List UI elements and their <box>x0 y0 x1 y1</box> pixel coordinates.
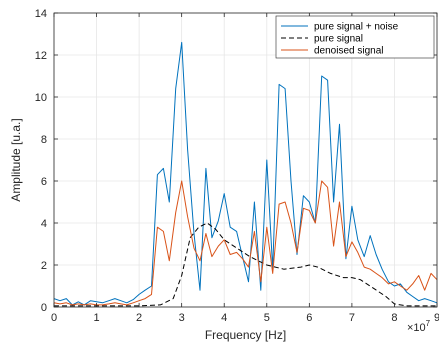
legend-box <box>275 15 435 59</box>
y-tick-label: 14 <box>35 8 47 20</box>
x-tick-label: 5 <box>264 312 270 324</box>
x-tick-label: 8 <box>391 312 397 324</box>
y-tick-label: 2 <box>41 260 47 272</box>
y-tick-label: 0 <box>41 302 47 314</box>
legend-label-2: denoised signal <box>314 46 384 57</box>
x-axis-exponent: ×107 <box>407 319 431 334</box>
y-tick-label: 12 <box>35 50 47 62</box>
x-tick-label: 7 <box>349 312 355 324</box>
series-line-1 <box>54 222 437 307</box>
x-tick-label: 2 <box>136 312 142 324</box>
series-line-2 <box>53 180 438 306</box>
x-tick-label: 1 <box>93 312 99 324</box>
x-tick-label: 0 <box>51 312 57 324</box>
x-tick-label: 9 <box>434 312 439 324</box>
axes-box <box>53 12 438 308</box>
x-axis-exponent-base: ×10 <box>407 322 426 334</box>
x-tick-label: 3 <box>179 312 185 324</box>
plot-area <box>54 13 437 307</box>
y-tick-label: 10 <box>35 92 47 104</box>
y-tick-label: 4 <box>41 218 47 230</box>
x-axis-exponent-power: 7 <box>426 319 431 328</box>
x-tick-label: 6 <box>306 312 312 324</box>
legend-label-1: pure signal <box>314 34 363 45</box>
y-tick-label: 8 <box>41 134 47 146</box>
y-axis-label: Amplitude [u.a.] <box>9 118 23 201</box>
legend-label-0: pure signal + noise <box>314 22 399 33</box>
series-line-0 <box>53 41 438 306</box>
x-tick-label: 4 <box>221 312 227 324</box>
x-axis-label: Frequency [Hz] <box>205 328 286 342</box>
series-lines <box>53 41 438 307</box>
y-tick-label: 6 <box>41 176 47 188</box>
